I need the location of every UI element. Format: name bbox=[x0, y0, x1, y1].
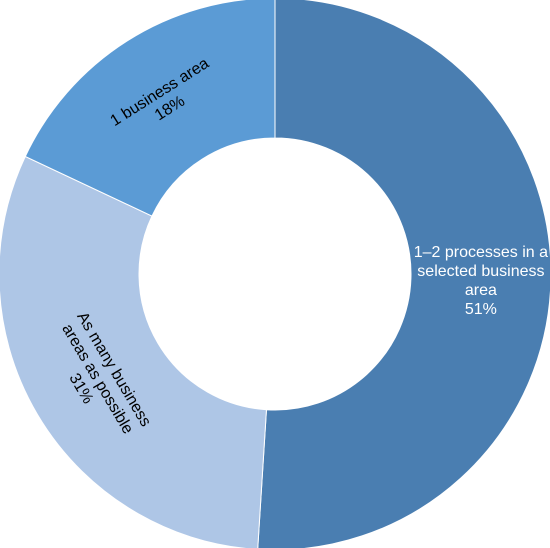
slice-label-1: 1–2 processes in a selected business area 5… bbox=[414, 244, 548, 318]
slice-value-label: 51% bbox=[465, 301, 497, 318]
slice-category-label: area bbox=[465, 282, 497, 299]
donut-slice-1 bbox=[257, 0, 550, 548]
slice-category-label: selected business bbox=[417, 263, 544, 280]
donut-slice-3 bbox=[24, 0, 276, 217]
donut-slice-2 bbox=[0, 155, 267, 548]
slice-category-label: 1–2 processes in a bbox=[414, 244, 548, 261]
